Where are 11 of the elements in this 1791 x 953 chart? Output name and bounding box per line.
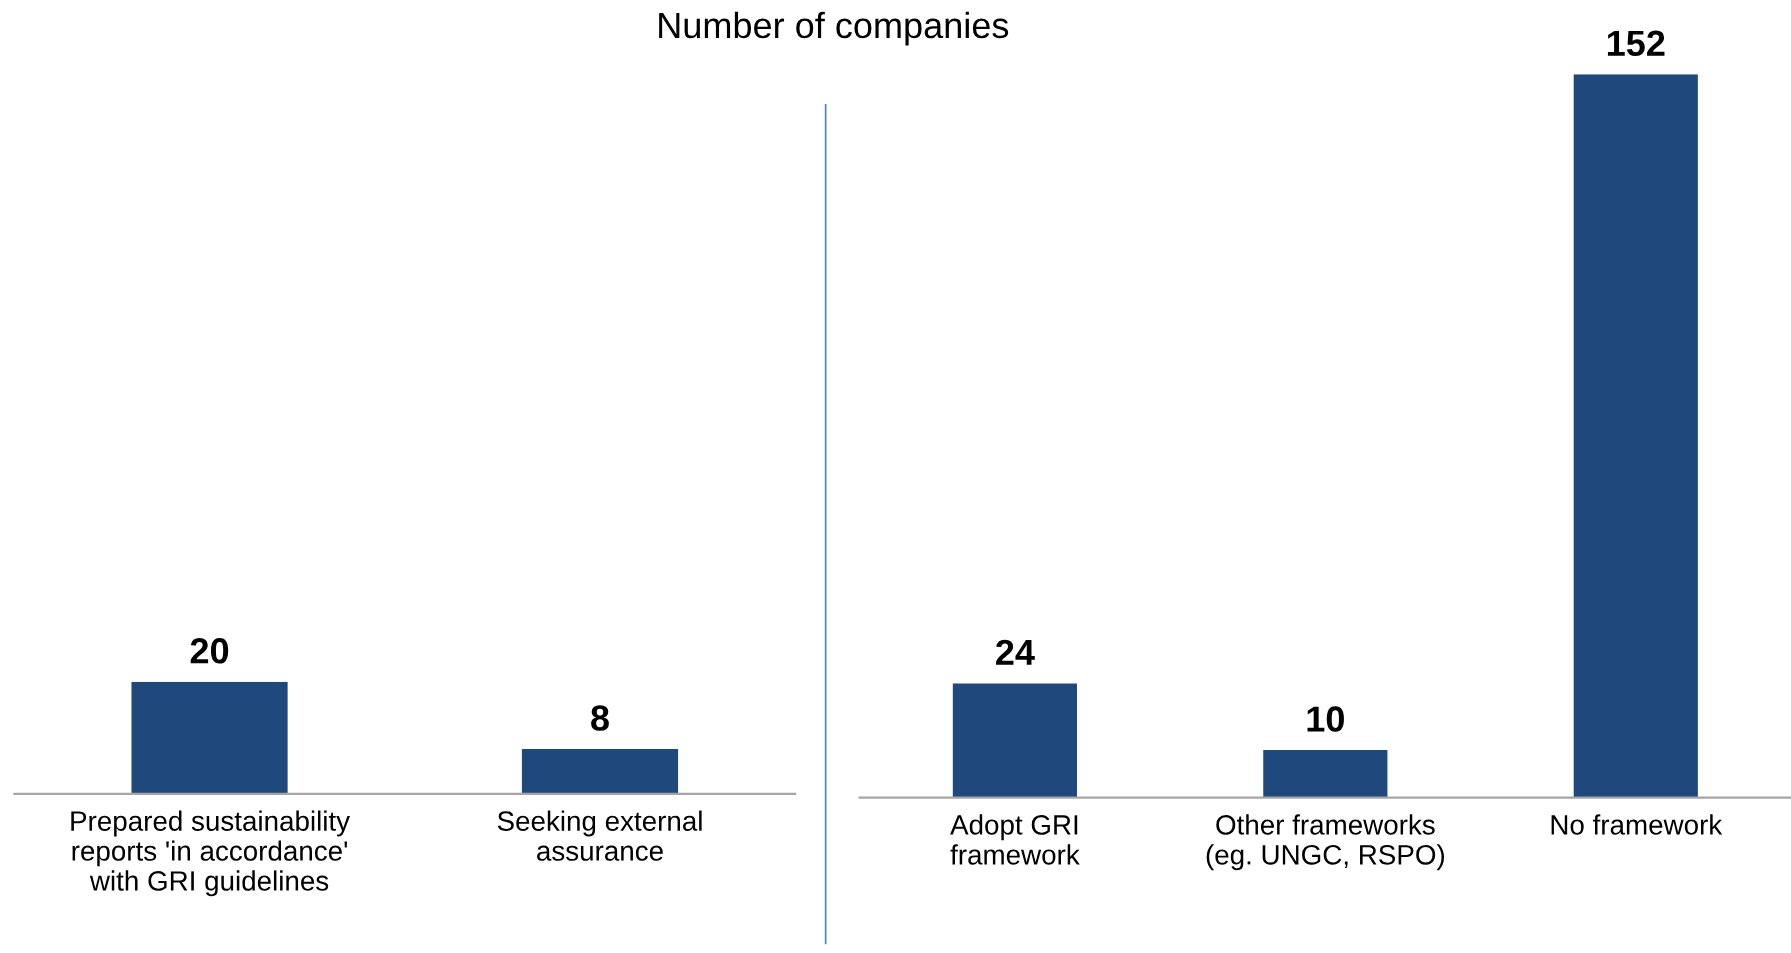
x-tick-label: Adopt GRI framework [950, 814, 1080, 865]
x-tick-label: Other frameworks (eg. UNGC, RSPO) [1206, 814, 1445, 871]
data-label: 10 [1307, 706, 1344, 732]
data-label: 24 [996, 639, 1035, 665]
data-label: 152 [1607, 30, 1665, 57]
x-tick-label: Prepared sustainability reports 'in accordance' with GRI guidelines [71, 810, 351, 897]
x-tick-label: No framework [1551, 814, 1723, 835]
x-tick-label: Seeking external assurance [497, 810, 702, 861]
chart-title: Number of companies [659, 11, 1009, 46]
data-label: 20 [190, 638, 229, 664]
data-label: 8 [591, 705, 609, 731]
